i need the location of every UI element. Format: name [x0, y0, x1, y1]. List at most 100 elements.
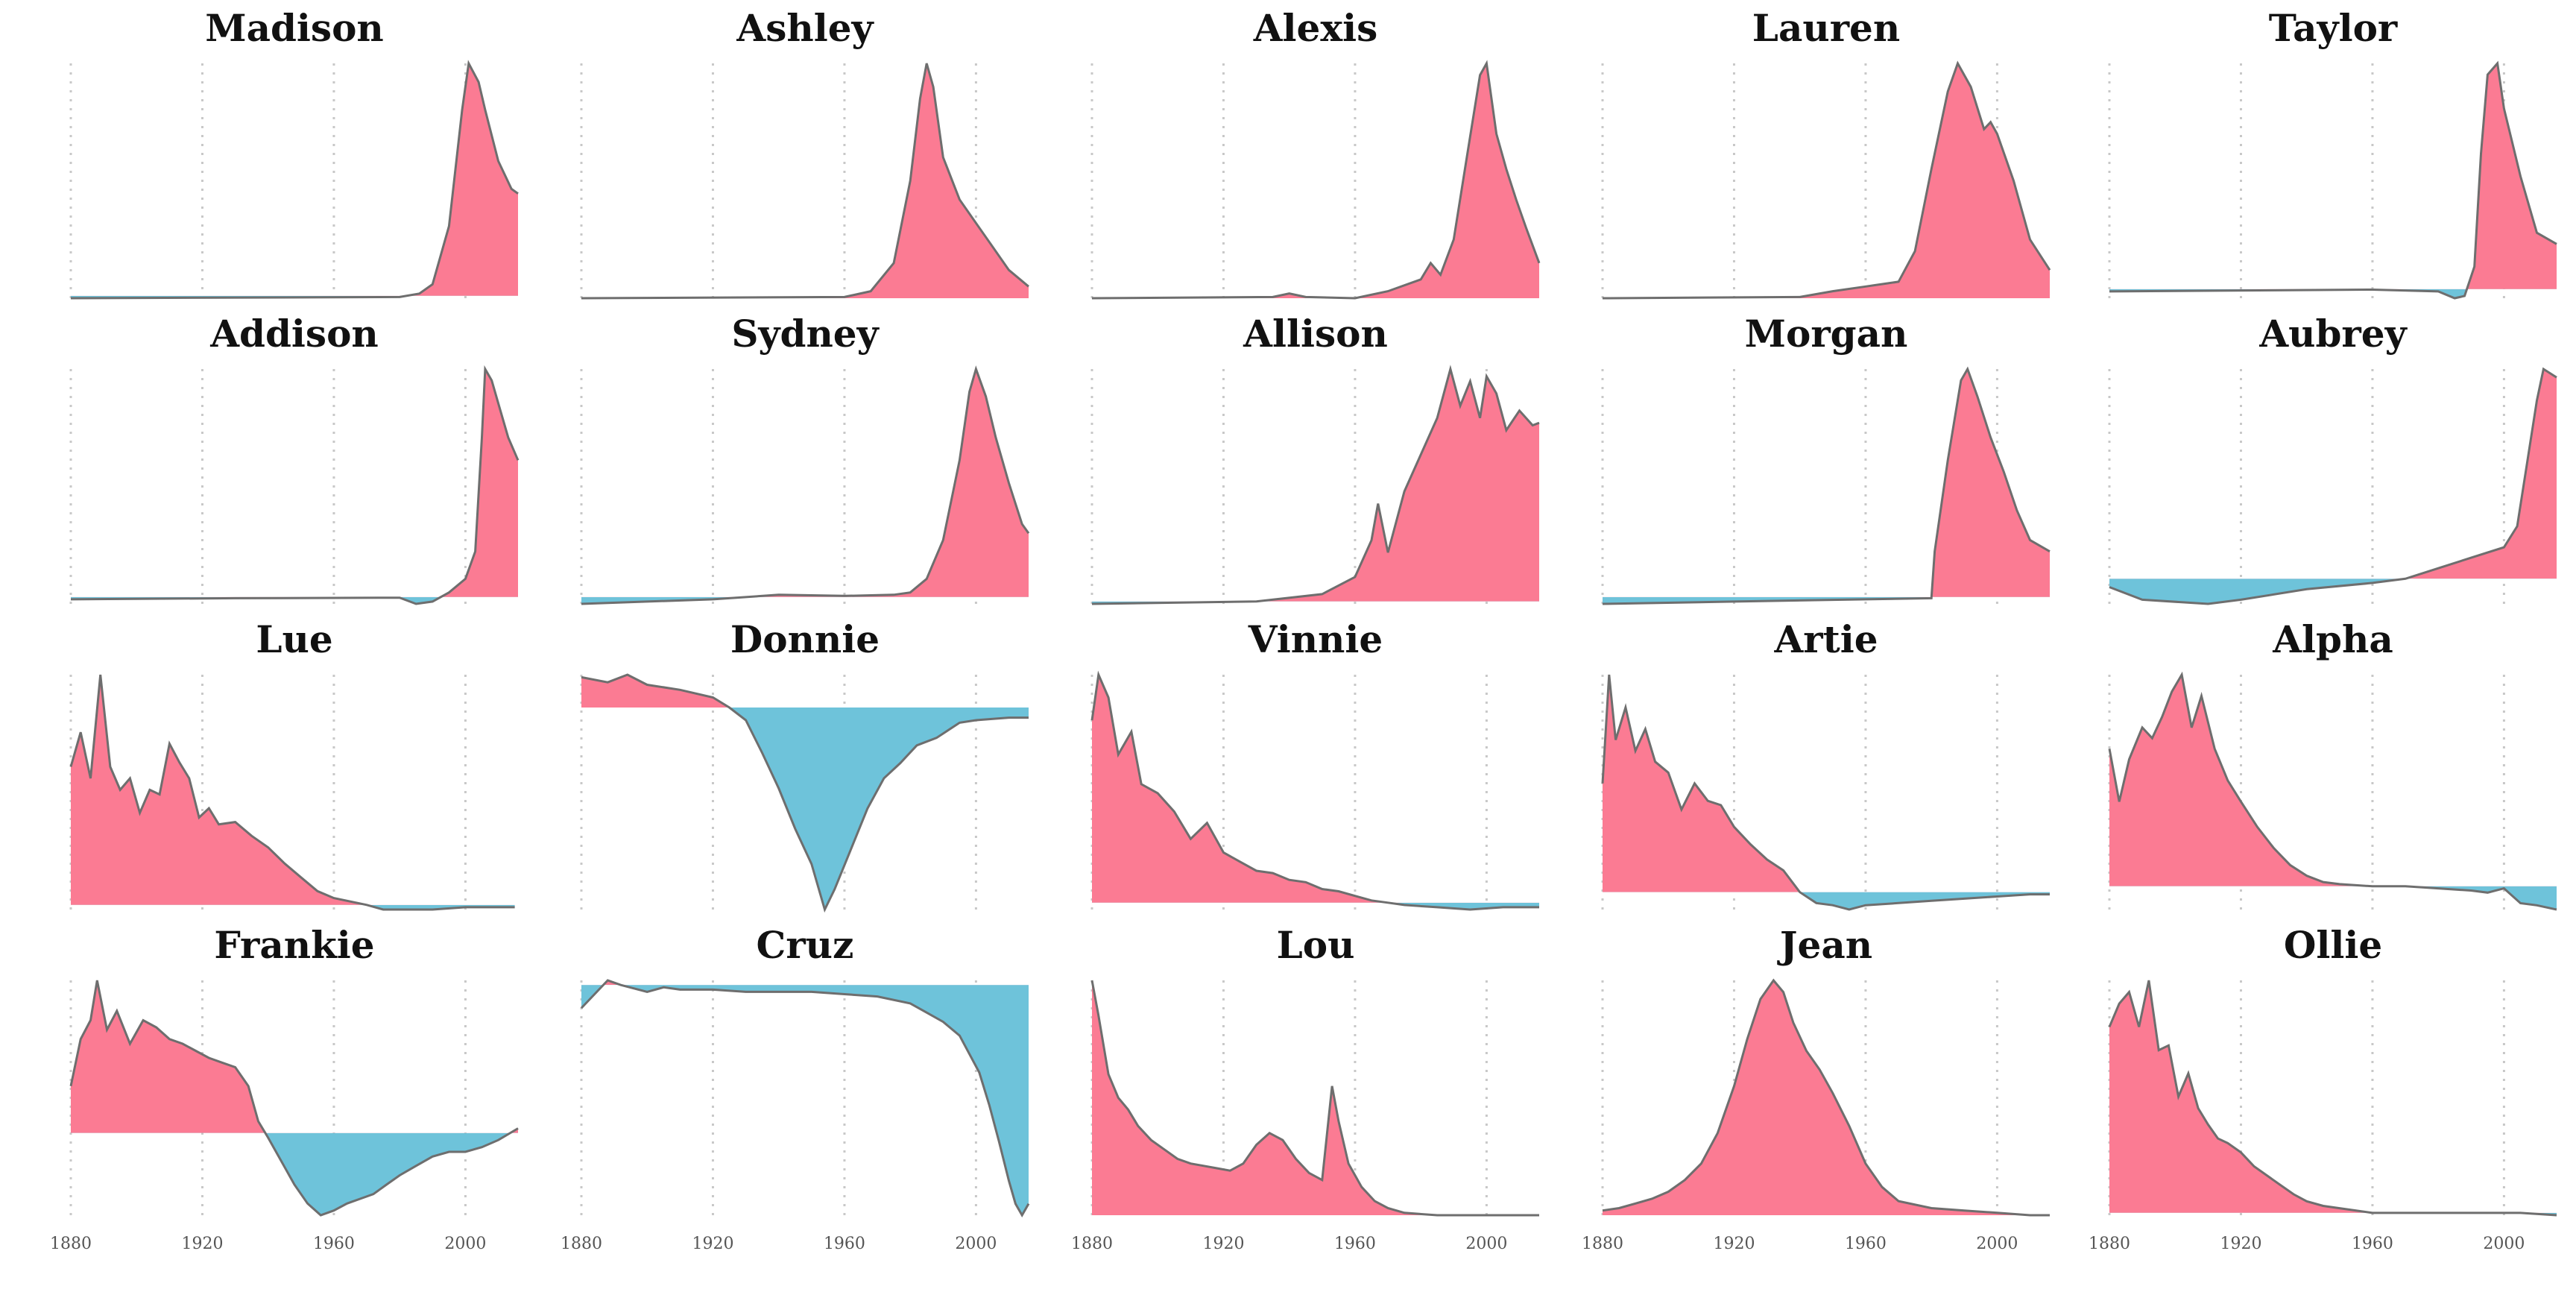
area-above-aubrey	[2109, 369, 2557, 579]
area-above-taylor	[2466, 63, 2557, 289]
series-line-madison	[70, 60, 519, 300]
area-above-allison	[1255, 369, 1539, 602]
panel-lue: Lue	[69, 617, 515, 911]
series-line-ashley	[581, 63, 1029, 300]
area-above-donnie	[581, 675, 1029, 708]
x-tick-label-1880: 1880	[50, 1235, 92, 1253]
panel-donnie: Donnie	[580, 617, 1029, 913]
panel-title-donnie: Donnie	[730, 617, 880, 661]
area-above-ollie	[2109, 980, 2557, 1213]
panel-addison: Addison	[69, 312, 520, 605]
series-line-jean	[1602, 978, 2050, 1217]
panel-title-taylor: Taylor	[2269, 6, 2398, 50]
panel-title-lauren: Lauren	[1752, 6, 1900, 50]
panel-title-alpha: Alpha	[2272, 617, 2393, 661]
x-tick-label-1920: 1920	[692, 1235, 733, 1253]
series-line-morgan	[1602, 366, 2051, 605]
area-above-lue	[71, 675, 515, 905]
area-above-morgan	[1603, 369, 2050, 597]
area-above-vinnie	[1092, 675, 1389, 903]
x-tick-label-1960: 1960	[2352, 1235, 2393, 1253]
x-tick-label-1880: 1880	[561, 1235, 602, 1253]
panel-title-morgan: Morgan	[1745, 312, 1908, 356]
panel-title-cruz: Cruz	[757, 923, 854, 967]
series-line-lauren	[1602, 60, 2051, 300]
series-line-alexis	[1091, 60, 1541, 300]
panel-title-jean: Jean	[1777, 923, 1872, 967]
area-below-artie	[1603, 892, 2050, 910]
series-line-vinnie	[1090, 670, 1539, 911]
x-tick-label-1880: 1880	[1582, 1235, 1623, 1253]
x-tick-label-1920: 1920	[2220, 1235, 2261, 1253]
area-above-lou	[1092, 980, 1539, 1215]
panel-title-artie: Artie	[1773, 617, 1878, 661]
area-below-donnie	[729, 708, 1029, 910]
x-tick-label-2000: 2000	[1976, 1235, 2018, 1253]
series-line-sydney	[581, 365, 1030, 605]
panel-jean: Jean 1880 1920 1960 2000	[1582, 923, 2050, 1253]
panel-taylor: Taylor	[2108, 6, 2557, 300]
area-below-frankie	[71, 1132, 518, 1215]
x-tick-label-1920: 1920	[181, 1235, 223, 1253]
panel-sydney: Sydney	[580, 312, 1030, 605]
area-below-aubrey	[2109, 579, 2557, 604]
area-above-alpha	[2109, 675, 2557, 886]
panel-lou: Lou 1880 1920 1960 2000	[1071, 923, 1539, 1253]
area-below-taylor	[2109, 289, 2557, 298]
series-line-addison	[70, 365, 520, 605]
series-line-donnie	[581, 673, 1029, 913]
panel-title-lou: Lou	[1277, 923, 1355, 967]
panel-title-vinnie: Vinnie	[1248, 617, 1383, 661]
panel-lauren: Lauren	[1601, 6, 2051, 300]
panel-aubrey: Aubrey	[2108, 312, 2557, 605]
panel-allison: Allison	[1090, 312, 1540, 605]
x-tick-label-1960: 1960	[1845, 1235, 1887, 1253]
area-below-cruz	[581, 985, 1029, 1215]
area-below-vinnie	[1092, 902, 1539, 910]
panel-artie: Artie	[1601, 617, 2050, 911]
x-tick-label-1920: 1920	[1202, 1235, 1244, 1253]
series-line-taylor	[2109, 60, 2557, 300]
series-line-lue	[69, 674, 515, 911]
panel-alexis: Alexis	[1090, 6, 1541, 300]
x-tick-label-1880: 1880	[1071, 1235, 1113, 1253]
x-tick-label-2000: 2000	[955, 1235, 997, 1253]
panel-title-alexis: Alexis	[1253, 6, 1378, 50]
series-line-lou	[1090, 980, 1539, 1217]
panel-ollie: Ollie 1880 1920 1960 2000	[2089, 923, 2557, 1253]
area-above-artie	[1603, 675, 1800, 892]
panel-alpha: Alpha	[2108, 617, 2557, 911]
series-line-cruz	[580, 979, 1030, 1218]
series-line-frankie	[69, 980, 519, 1217]
area-above-alexis	[1092, 63, 1539, 298]
area-below-alpha	[2372, 886, 2557, 910]
panel-title-madison: Madison	[205, 6, 384, 50]
series-line-alpha	[2108, 671, 2557, 911]
series-line-ollie	[2108, 980, 2557, 1217]
panel-frankie: Frankie 1880 1920 1960 2000	[50, 923, 519, 1253]
panel-title-allison: Allison	[1243, 312, 1388, 356]
panel-vinnie: Vinnie	[1090, 617, 1539, 911]
series-line-artie	[1601, 674, 2050, 911]
panel-madison: Madison	[69, 6, 519, 300]
series-line-allison	[1091, 365, 1540, 605]
area-above-lauren	[1603, 63, 2050, 298]
x-tick-label-1880: 1880	[2089, 1235, 2130, 1253]
panel-ashley: Ashley	[580, 6, 1029, 300]
area-above-madison	[71, 63, 518, 296]
panel-title-sydney: Sydney	[731, 312, 880, 356]
area-above-addison	[71, 369, 518, 597]
panel-morgan: Morgan	[1601, 312, 2051, 605]
panel-title-ollie: Ollie	[2284, 923, 2382, 967]
panel-title-aubrey: Aubrey	[2258, 312, 2408, 356]
area-below-lue	[367, 904, 515, 910]
x-tick-label-1960: 1960	[313, 1235, 355, 1253]
panel-title-ashley: Ashley	[736, 6, 874, 50]
panel-cruz: Cruz 1880 1920 1960 2000	[561, 923, 1030, 1253]
panel-title-lue: Lue	[256, 617, 332, 661]
series-line-aubrey	[2109, 367, 2557, 605]
area-above-jean	[1603, 980, 2050, 1215]
x-tick-label-1920: 1920	[1713, 1235, 1755, 1253]
